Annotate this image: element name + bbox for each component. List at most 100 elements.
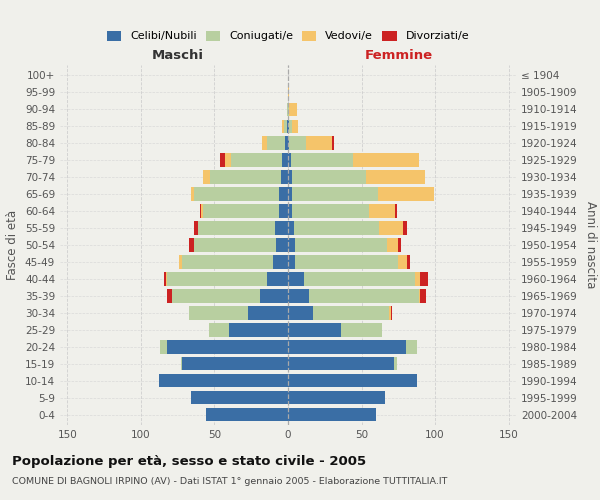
Bar bbox=[308, 290, 419, 302]
Text: Popolazione per età, sesso e stato civile - 2005: Popolazione per età, sesso e stato civil… bbox=[12, 455, 366, 468]
Bar bbox=[294, 222, 379, 234]
Bar bbox=[288, 238, 295, 252]
Bar bbox=[285, 136, 288, 149]
Bar bbox=[292, 170, 366, 183]
Bar bbox=[182, 256, 273, 268]
Bar bbox=[166, 272, 167, 285]
Bar bbox=[313, 306, 389, 320]
Bar bbox=[341, 324, 382, 336]
Bar bbox=[369, 204, 395, 218]
Bar bbox=[287, 102, 288, 116]
Bar bbox=[181, 357, 182, 370]
Bar bbox=[398, 238, 401, 252]
Bar bbox=[288, 102, 289, 116]
Bar bbox=[332, 136, 334, 149]
Bar bbox=[284, 120, 287, 133]
Bar bbox=[260, 290, 288, 302]
Bar bbox=[288, 374, 418, 388]
Text: COMUNE DI BAGNOLI IRPINO (AV) - Dati ISTAT 1° gennaio 2005 - Elaborazione TUTTIT: COMUNE DI BAGNOLI IRPINO (AV) - Dati IST… bbox=[12, 478, 448, 486]
Bar bbox=[288, 306, 313, 320]
Bar bbox=[203, 204, 279, 218]
Bar bbox=[394, 357, 397, 370]
Bar bbox=[292, 188, 378, 200]
Bar bbox=[295, 238, 386, 252]
Text: Maschi: Maschi bbox=[152, 48, 203, 62]
Bar bbox=[288, 357, 394, 370]
Bar bbox=[268, 272, 288, 285]
Bar bbox=[389, 306, 391, 320]
Bar bbox=[288, 120, 289, 133]
Bar bbox=[288, 272, 304, 285]
Bar bbox=[304, 272, 415, 285]
Bar bbox=[289, 102, 297, 116]
Bar bbox=[288, 290, 308, 302]
Bar bbox=[282, 120, 284, 133]
Bar bbox=[398, 256, 407, 268]
Bar bbox=[279, 188, 288, 200]
Bar bbox=[268, 136, 285, 149]
Bar bbox=[190, 238, 194, 252]
Bar bbox=[288, 340, 406, 353]
Bar bbox=[194, 222, 198, 234]
Bar bbox=[288, 391, 385, 404]
Bar bbox=[220, 154, 225, 166]
Bar bbox=[164, 272, 166, 285]
Bar bbox=[206, 408, 288, 422]
Bar bbox=[379, 222, 403, 234]
Bar bbox=[288, 408, 376, 422]
Bar bbox=[210, 170, 281, 183]
Bar bbox=[421, 272, 428, 285]
Bar bbox=[191, 391, 288, 404]
Bar bbox=[415, 272, 421, 285]
Bar bbox=[292, 120, 298, 133]
Bar bbox=[198, 222, 275, 234]
Text: Femmine: Femmine bbox=[364, 48, 433, 62]
Y-axis label: Fasce di età: Fasce di età bbox=[7, 210, 19, 280]
Bar bbox=[230, 154, 282, 166]
Y-axis label: Anni di nascita: Anni di nascita bbox=[584, 202, 597, 288]
Bar bbox=[421, 290, 426, 302]
Bar bbox=[229, 324, 288, 336]
Bar bbox=[276, 238, 288, 252]
Bar bbox=[289, 120, 292, 133]
Bar bbox=[167, 272, 268, 285]
Bar bbox=[282, 154, 288, 166]
Bar bbox=[288, 324, 341, 336]
Bar bbox=[194, 238, 276, 252]
Bar bbox=[262, 136, 268, 149]
Bar bbox=[288, 204, 292, 218]
Bar bbox=[182, 357, 288, 370]
Bar bbox=[167, 340, 288, 353]
Bar bbox=[190, 306, 248, 320]
Bar bbox=[391, 306, 392, 320]
Bar bbox=[288, 136, 289, 149]
Bar bbox=[248, 306, 288, 320]
Bar bbox=[200, 204, 201, 218]
Bar bbox=[281, 170, 288, 183]
Bar bbox=[167, 290, 172, 302]
Bar bbox=[275, 222, 288, 234]
Bar bbox=[305, 136, 332, 149]
Bar bbox=[160, 340, 167, 353]
Bar bbox=[288, 154, 291, 166]
Bar bbox=[172, 290, 260, 302]
Bar bbox=[386, 238, 398, 252]
Bar bbox=[291, 154, 353, 166]
Bar bbox=[353, 154, 419, 166]
Bar bbox=[201, 204, 203, 218]
Bar bbox=[419, 290, 421, 302]
Bar bbox=[407, 256, 410, 268]
Bar bbox=[209, 324, 229, 336]
Bar bbox=[366, 170, 425, 183]
Bar bbox=[288, 170, 292, 183]
Bar bbox=[288, 86, 289, 99]
Bar bbox=[225, 154, 230, 166]
Bar bbox=[179, 256, 182, 268]
Bar bbox=[194, 188, 279, 200]
Bar bbox=[295, 256, 398, 268]
Bar bbox=[273, 256, 288, 268]
Bar bbox=[288, 256, 295, 268]
Bar bbox=[287, 120, 288, 133]
Bar bbox=[191, 188, 194, 200]
Bar bbox=[406, 340, 418, 353]
